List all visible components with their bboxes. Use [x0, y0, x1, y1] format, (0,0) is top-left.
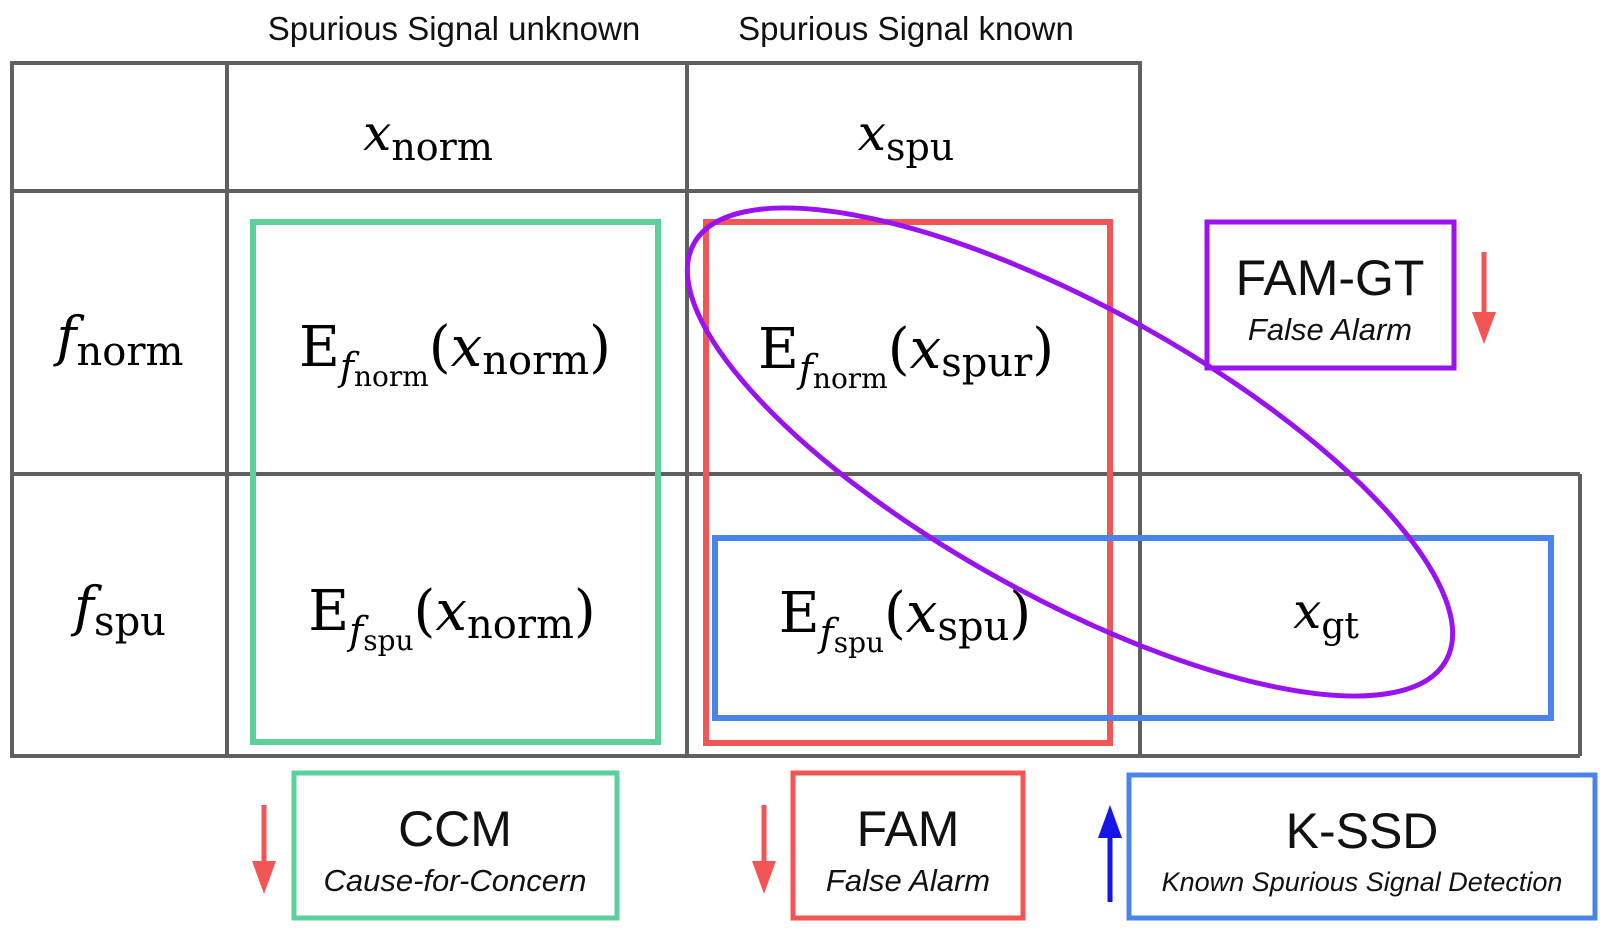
col-label-x-norm: xnorm [363, 104, 493, 169]
fam-name: FAM [857, 801, 960, 857]
ccm-down-arrow-icon [252, 805, 276, 894]
grid-table [10, 61, 1582, 758]
fam-desc: False Alarm [826, 863, 990, 898]
fam-down-arrow-icon [752, 805, 776, 894]
famgt-down-arrow-icon [1472, 252, 1496, 344]
row-label-f-spu: fspu [70, 575, 166, 645]
fam-region [703, 219, 1113, 746]
header-spurious-known: Spurious Signal known [738, 10, 1074, 47]
cell-fnorm-xspur: Efnorm(xspur) [758, 317, 1054, 395]
fam-box [790, 770, 1026, 921]
kssd-box [1126, 772, 1598, 921]
grid-outer-left [10, 61, 1142, 758]
kssd-name: K-SSD [1286, 803, 1439, 859]
famgt-name: FAM-GT [1236, 250, 1425, 306]
row-label-f-norm: fnorm [53, 305, 184, 375]
kssd-up-arrow-icon [1098, 805, 1122, 902]
famgt-box [1204, 219, 1457, 371]
ccm-box [291, 770, 620, 921]
cell-fspu-xnorm: Efspu(xnorm) [308, 579, 596, 657]
header-spurious-unknown: Spurious Signal unknown [268, 10, 640, 47]
col-label-x-spu: xspu [858, 104, 955, 169]
ccm-region [250, 219, 661, 745]
kssd-region [712, 535, 1554, 721]
kssd-desc: Known Spurious Signal Detection [1162, 867, 1563, 897]
cell-fnorm-xnorm: Efnorm(xnorm) [299, 315, 611, 393]
famgt-desc: False Alarm [1248, 312, 1412, 347]
famgt-ellipse [684, 205, 1456, 699]
cell-fspu-xspu: Efspu(xspu) [779, 581, 1032, 659]
ccm-desc: Cause-for-Concern [323, 863, 586, 898]
ccm-name: CCM [398, 801, 512, 857]
cell-x-gt: xgt [1293, 582, 1359, 647]
